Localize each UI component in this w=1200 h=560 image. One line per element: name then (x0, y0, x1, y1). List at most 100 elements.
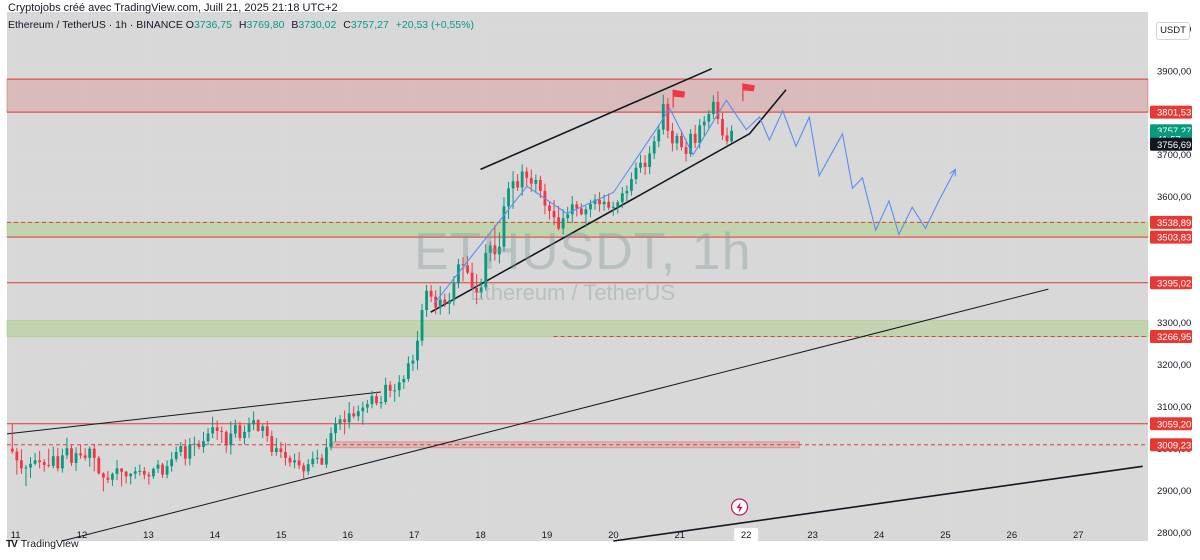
candle-body (630, 179, 633, 191)
candle-body (38, 460, 42, 463)
time-tick-label: 24 (874, 530, 885, 541)
currency-button[interactable]: USDT (1156, 22, 1190, 40)
candle-body (60, 455, 64, 469)
price-tag (1150, 417, 1192, 431)
candle-body (315, 457, 319, 459)
candle-body (548, 205, 551, 212)
zones (6, 78, 1149, 449)
candle-body (479, 287, 483, 293)
low-value: 3730,02 (298, 19, 337, 31)
candle-body (24, 467, 28, 469)
time-tick-label: 21 (674, 530, 685, 541)
candle-body (557, 217, 561, 229)
candle-body (92, 448, 96, 458)
price-tag-label: 3757,27 (1157, 126, 1191, 137)
projection-arrowhead (949, 168, 956, 177)
candle-body (133, 471, 137, 474)
time-tick-label: 15 (276, 530, 287, 541)
candle-body (411, 360, 415, 364)
candle-body (270, 436, 274, 452)
candle-body (607, 201, 611, 208)
grid (7, 12, 1148, 541)
symbol-line[interactable]: Ethereum / TetherUS · 1h · BINANCE (8, 19, 183, 31)
candle-body (566, 214, 570, 219)
trendline-channel-lower (430, 89, 787, 313)
price-tick-label: 3700,00 (1157, 150, 1191, 161)
trendline-long-support (61, 288, 1049, 542)
candle-body (575, 204, 579, 209)
trendline-long-bottom (613, 465, 1143, 542)
candle-body (33, 460, 37, 464)
time-tick-label: 14 (210, 530, 221, 541)
price-tag (1150, 215, 1192, 229)
price-tag (1150, 230, 1192, 244)
candle-body (229, 433, 233, 446)
candle-body (70, 448, 73, 463)
time-tick-label: 27 (1073, 530, 1084, 541)
candle-body (716, 101, 720, 120)
candle-body (142, 470, 146, 475)
candle-body (347, 413, 351, 423)
candle-body (293, 460, 296, 463)
candle-body (470, 272, 474, 288)
candle-body (197, 443, 201, 447)
time-tick-label: 11 (11, 530, 21, 541)
candle-body (147, 474, 151, 477)
candle-body (297, 460, 301, 466)
candle-body (429, 290, 433, 297)
candle-body (233, 425, 237, 434)
watermark-subtitle: Ethereum / TetherUS (470, 280, 676, 305)
candle-body (115, 468, 119, 474)
candle-body (120, 468, 123, 472)
candle-body (279, 448, 283, 452)
candle-body (261, 426, 265, 432)
candle-body (730, 130, 733, 142)
candle-body (365, 404, 369, 408)
time-axis[interactable]: 11 12 13 14 15 16 17 18 19 20 21 22 23 24 25 26 27 (11, 528, 1084, 541)
candle-body (466, 265, 469, 273)
tradingview-logo[interactable]: TV TradingView (6, 538, 79, 550)
candle-body (525, 171, 529, 178)
time-tick-label: 26 (1007, 530, 1018, 541)
candle-body (343, 419, 347, 423)
time-tick-label: 19 (542, 530, 553, 541)
price-tag-label: 3756,69 (1157, 140, 1191, 151)
candle-body (447, 300, 451, 304)
candle-body (306, 464, 310, 472)
candle-body (10, 448, 14, 452)
price-tag (1150, 276, 1192, 290)
candles (10, 91, 733, 492)
candle-body (56, 456, 60, 469)
candle-body (693, 133, 697, 143)
candle-body (420, 310, 424, 341)
trendline-channel-upper (480, 67, 713, 171)
candle-body (725, 135, 729, 142)
candle-body (101, 473, 105, 478)
candle-body (493, 245, 497, 255)
candle-body (174, 451, 178, 460)
candle-body (393, 390, 397, 392)
high-label: H (238, 19, 247, 31)
candle-body (179, 446, 183, 452)
candle-body (265, 426, 269, 437)
candle-body (443, 299, 447, 304)
projection-path (433, 99, 956, 305)
candle-body (288, 457, 292, 463)
price-tag-label: 3266,95 (1157, 332, 1191, 343)
candle-body (589, 203, 592, 210)
candle-body (666, 103, 670, 131)
candle-body (352, 413, 356, 417)
time-tick-label: 12 (77, 530, 88, 541)
levels (7, 78, 1148, 446)
price-axis[interactable]: 4000,003900,003800,003700,003600,003500,… (1150, 24, 1192, 539)
candle-body (97, 457, 101, 474)
candle-body (416, 340, 419, 361)
open-label: O (185, 19, 194, 31)
candle-body (106, 477, 110, 480)
candle-body (593, 199, 597, 204)
candle-body (570, 204, 574, 215)
candle-body (648, 153, 652, 167)
candle-body (675, 135, 679, 144)
candle-body (616, 202, 620, 207)
